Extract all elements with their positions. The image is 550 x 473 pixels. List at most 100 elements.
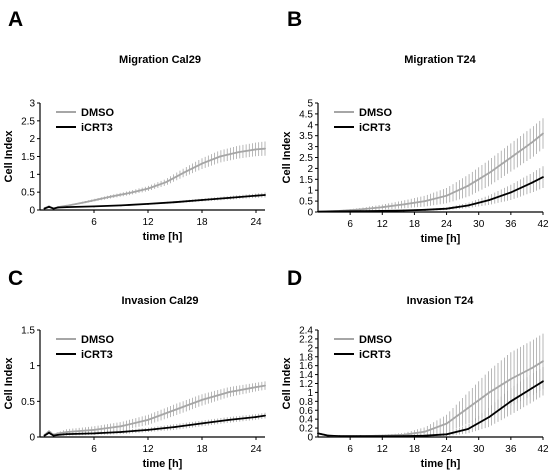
- data-point: [445, 207, 448, 210]
- series-line: [44, 147, 266, 210]
- data-point: [531, 181, 534, 184]
- x-tick-label: 12: [142, 444, 154, 455]
- x-tick-label: 18: [196, 444, 208, 455]
- y-tick-label: 1.8: [299, 352, 313, 363]
- series-dmso: [43, 381, 266, 437]
- data-point: [255, 386, 257, 388]
- y-tick-label: 4: [307, 120, 313, 131]
- y-tick-label: 1.6: [299, 361, 313, 372]
- data-point: [66, 204, 68, 207]
- y-tick-label: 1.2: [299, 379, 313, 390]
- y-tick-label: 0.5: [21, 188, 35, 199]
- legend-label: iCRT3: [81, 349, 113, 361]
- data-point: [327, 434, 330, 437]
- data-point: [531, 387, 534, 389]
- data-point: [57, 433, 59, 436]
- data-point: [542, 132, 544, 135]
- data-point: [264, 414, 266, 417]
- data-point: [445, 422, 448, 425]
- data-point: [57, 206, 59, 209]
- y-tick-label: 1: [307, 186, 313, 197]
- data-point: [488, 171, 491, 174]
- data-point: [43, 434, 46, 437]
- y-axis-label: Cell Index: [281, 131, 293, 184]
- series-icrt3: [317, 166, 544, 213]
- data-point: [359, 208, 362, 211]
- y-tick-label: 0.5: [21, 397, 35, 408]
- series-icrt3: [43, 192, 266, 210]
- data-point: [264, 147, 266, 150]
- data-point: [48, 430, 50, 433]
- data-point: [228, 196, 230, 199]
- legend-label: DMSO: [81, 107, 114, 119]
- chart-title: Invasion Cal29: [121, 295, 198, 307]
- data-point: [66, 206, 68, 209]
- legend-label: DMSO: [359, 107, 392, 119]
- x-tick-label: 12: [377, 219, 389, 230]
- data-point: [509, 191, 512, 194]
- data-point: [359, 435, 362, 438]
- x-tick-label: 18: [409, 444, 421, 455]
- y-tick-label: 2: [307, 164, 313, 175]
- x-tick-label: 30: [473, 444, 485, 455]
- x-tick-label: 42: [537, 444, 549, 455]
- x-tick-label: 24: [250, 444, 262, 455]
- legend: DMSO iCRT3: [56, 334, 114, 361]
- data-point: [237, 151, 239, 154]
- data-point: [424, 434, 427, 437]
- data-point: [93, 432, 95, 435]
- chart-title: Migration Cal29: [119, 54, 201, 66]
- data-point: [174, 201, 176, 204]
- y-tick-label: 1: [307, 388, 313, 399]
- data-point: [424, 208, 427, 211]
- y-tick-label: 2.2: [299, 334, 313, 345]
- x-tick-label: 6: [347, 444, 353, 455]
- data-point: [120, 431, 122, 433]
- data-point: [147, 418, 149, 421]
- y-tick-label: 1: [29, 361, 35, 372]
- data-point: [531, 366, 534, 369]
- x-tick-label: 24: [441, 444, 453, 455]
- data-point: [52, 434, 55, 437]
- y-tick-label: 0.5: [299, 197, 313, 208]
- data-point: [84, 201, 86, 204]
- data-point: [488, 416, 491, 418]
- data-point: [509, 156, 512, 159]
- x-tick-label: 12: [142, 217, 154, 228]
- data-point: [509, 400, 512, 403]
- data-point: [359, 210, 362, 213]
- data-point: [48, 205, 50, 208]
- panel-letter: D: [287, 267, 302, 290]
- x-tick-label: 42: [537, 219, 549, 230]
- x-tick-label: 24: [441, 219, 453, 230]
- y-tick-label: 0: [307, 433, 313, 444]
- data-point: [542, 360, 544, 363]
- data-point: [467, 184, 469, 187]
- series-icrt3: [317, 367, 544, 438]
- data-point: [201, 199, 203, 201]
- data-point: [467, 204, 469, 207]
- y-axis-label: Cell Index: [281, 357, 293, 410]
- legend-label: iCRT3: [81, 122, 113, 134]
- y-tick-label: 2.4: [299, 326, 313, 337]
- data-point: [111, 195, 113, 198]
- data-point: [338, 435, 341, 438]
- data-point: [147, 428, 149, 431]
- panel-letter: C: [8, 267, 23, 290]
- series-line: [44, 194, 266, 210]
- panel-letter: B: [287, 8, 302, 31]
- data-point: [255, 148, 257, 151]
- series-line: [317, 132, 544, 213]
- data-point: [467, 407, 469, 409]
- x-tick-label: 36: [505, 444, 517, 455]
- panel-letter: A: [8, 8, 23, 31]
- data-point: [402, 209, 405, 212]
- data-point: [402, 203, 405, 206]
- y-tick-label: 1.5: [21, 326, 35, 337]
- y-axis-label: Cell Index: [3, 357, 15, 410]
- data-point: [174, 426, 176, 428]
- data-point: [147, 203, 149, 205]
- data-point: [201, 162, 203, 165]
- data-point: [445, 433, 448, 436]
